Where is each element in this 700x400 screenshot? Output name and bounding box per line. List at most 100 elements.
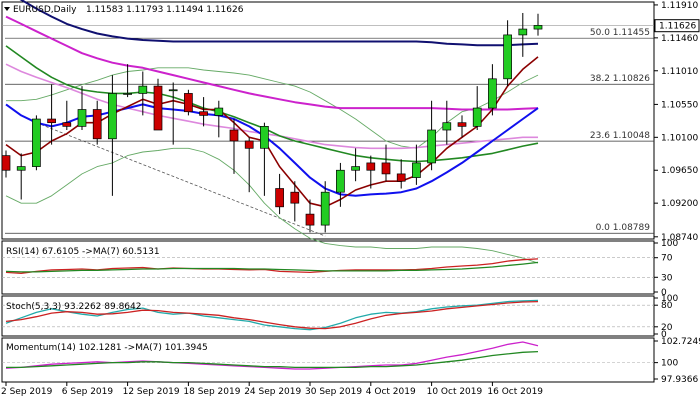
candle-body bbox=[533, 25, 543, 30]
candlesticks bbox=[1, 12, 543, 233]
momentum-label: Momentum(14) 102.1281 ->MA(7) 101.3945 bbox=[6, 343, 208, 353]
stoch-label: Stoch(5,3,3) 93.2262 89.8642 bbox=[6, 302, 141, 312]
candle-body bbox=[275, 188, 284, 208]
candle-body bbox=[108, 93, 117, 140]
price-tick-label: 1.08740 bbox=[661, 233, 698, 243]
date-tick-label: 4 Oct 2019 bbox=[366, 387, 416, 397]
price-tick-label: 1.11910 bbox=[661, 1, 698, 11]
candle-body bbox=[396, 173, 406, 182]
rsi-panel-frame bbox=[1, 240, 655, 295]
momentum-ma-line bbox=[6, 350, 539, 369]
candle-body bbox=[184, 93, 193, 113]
price-tick-label: 1.11460 bbox=[661, 34, 698, 44]
candle-body bbox=[381, 162, 391, 175]
price-tick-label: 1.11010 bbox=[661, 67, 698, 77]
bollinger-upper-line bbox=[6, 67, 539, 149]
candle-body bbox=[168, 89, 178, 92]
candle-body bbox=[92, 109, 102, 140]
fib-level-label: 38.2 1.10826 bbox=[590, 74, 650, 84]
stoch-k-line bbox=[5, 299, 539, 331]
candle-body bbox=[229, 129, 239, 142]
momentum-tick-label: 102.7249 bbox=[661, 337, 700, 347]
indicator-lines bbox=[2, 257, 654, 370]
date-tick-label: 16 Oct 2019 bbox=[487, 387, 543, 397]
momentum-panel-frame bbox=[1, 337, 655, 383]
candle-body bbox=[77, 109, 87, 127]
current-price-label: 1.11626 bbox=[659, 22, 696, 32]
candle-body bbox=[1, 155, 11, 171]
candle-body bbox=[518, 28, 528, 36]
rsi-tick-label: 70 bbox=[661, 254, 673, 264]
fibonacci-levels: 50.0 1.11455 38.2 1.10826 23.6 1.10048 0.0 … bbox=[5, 28, 654, 237]
date-tick-label: 30 Sep 2019 bbox=[305, 387, 362, 397]
ma-pink-line bbox=[5, 63, 538, 150]
moving-average-overlays bbox=[5, 0, 539, 264]
bollinger-lower-line bbox=[5, 147, 539, 264]
date-axis: 2 Sep 2019 6 Sep 2019 12 Sep 2019 18 Sep 20… bbox=[1, 382, 543, 397]
candle-body bbox=[199, 111, 208, 116]
candle-body bbox=[427, 129, 436, 164]
price-tick-label: 1.09650 bbox=[661, 166, 698, 176]
candle-body bbox=[260, 126, 269, 149]
rsi-label: RSI(14) 67.6105 ->MA(7) 60.5131 bbox=[6, 247, 160, 257]
stoch-tick-label: 80 bbox=[661, 301, 673, 311]
candle-body bbox=[351, 166, 360, 171]
candle-body bbox=[442, 122, 452, 131]
candle-body bbox=[412, 162, 421, 178]
date-tick-label: 2 Sep 2019 bbox=[1, 387, 53, 397]
rsi-tick-label: 0 bbox=[661, 288, 667, 298]
rsi-ma-line bbox=[5, 261, 539, 273]
date-tick-label: 12 Sep 2019 bbox=[123, 387, 180, 397]
rsi-tick-label: 30 bbox=[661, 273, 673, 283]
candle-body bbox=[366, 162, 376, 171]
candle-body bbox=[153, 85, 163, 131]
date-tick-label: 10 Oct 2019 bbox=[427, 387, 483, 397]
price-panel-frame bbox=[1, 1, 655, 240]
stoch-tick-label: 20 bbox=[661, 323, 673, 333]
momentum-line bbox=[5, 341, 539, 370]
price-tick-label: 1.09200 bbox=[661, 199, 698, 209]
candle-body bbox=[244, 140, 254, 149]
candle-body bbox=[32, 118, 41, 167]
candle-body bbox=[320, 191, 330, 226]
candle-body bbox=[305, 213, 315, 226]
candle-body bbox=[123, 93, 132, 95]
fib-level-label: 23.6 1.10048 bbox=[590, 131, 650, 141]
price-tick-label: 1.10550 bbox=[661, 100, 698, 110]
stoch-d-line bbox=[5, 300, 539, 330]
ma-navy-line bbox=[19, 0, 539, 47]
candle-body bbox=[16, 166, 26, 171]
price-tick-label: 1.10100 bbox=[661, 133, 698, 143]
current-price-box bbox=[654, 19, 700, 33]
trend-line bbox=[36, 122, 326, 237]
momentum-tick-label: 97.9366 bbox=[661, 375, 698, 385]
momentum-tick-label: 100 bbox=[661, 359, 678, 369]
date-tick-label: 18 Sep 2019 bbox=[183, 387, 240, 397]
candle-body bbox=[488, 78, 497, 109]
stoch-panel-frame bbox=[1, 295, 655, 337]
candle-body bbox=[290, 191, 300, 204]
ma-magenta-line bbox=[5, 15, 539, 111]
candle-body bbox=[472, 107, 482, 127]
price-axis: 1.11910 1.11460 1.11010 1.10550 1.10100 1.096… bbox=[654, 1, 700, 385]
rsi-tick-label: 100 bbox=[661, 239, 678, 249]
date-tick-label: 6 Sep 2019 bbox=[62, 387, 114, 397]
fib-level-label: 0.0 1.08789 bbox=[596, 223, 651, 233]
ma-green-line bbox=[5, 45, 539, 163]
fib-level-label: 50.0 1.11455 bbox=[590, 28, 650, 38]
candle-body bbox=[47, 118, 56, 124]
candle-body bbox=[336, 169, 345, 193]
candle-body bbox=[457, 122, 467, 127]
date-tick-label: 24 Sep 2019 bbox=[244, 387, 301, 397]
rsi-line bbox=[5, 258, 539, 275]
symbol-icon bbox=[4, 7, 10, 11]
stoch-tick-label: 100 bbox=[661, 294, 678, 304]
ohlc-values: 1.11583 1.11793 1.11494 1.11626 bbox=[86, 5, 244, 15]
stoch-tick-label: 0 bbox=[661, 330, 667, 340]
candle-body bbox=[503, 34, 512, 80]
symbol-label: EURUSD,Daily bbox=[13, 5, 77, 15]
candle-body bbox=[62, 122, 72, 127]
candle-body bbox=[214, 107, 224, 116]
